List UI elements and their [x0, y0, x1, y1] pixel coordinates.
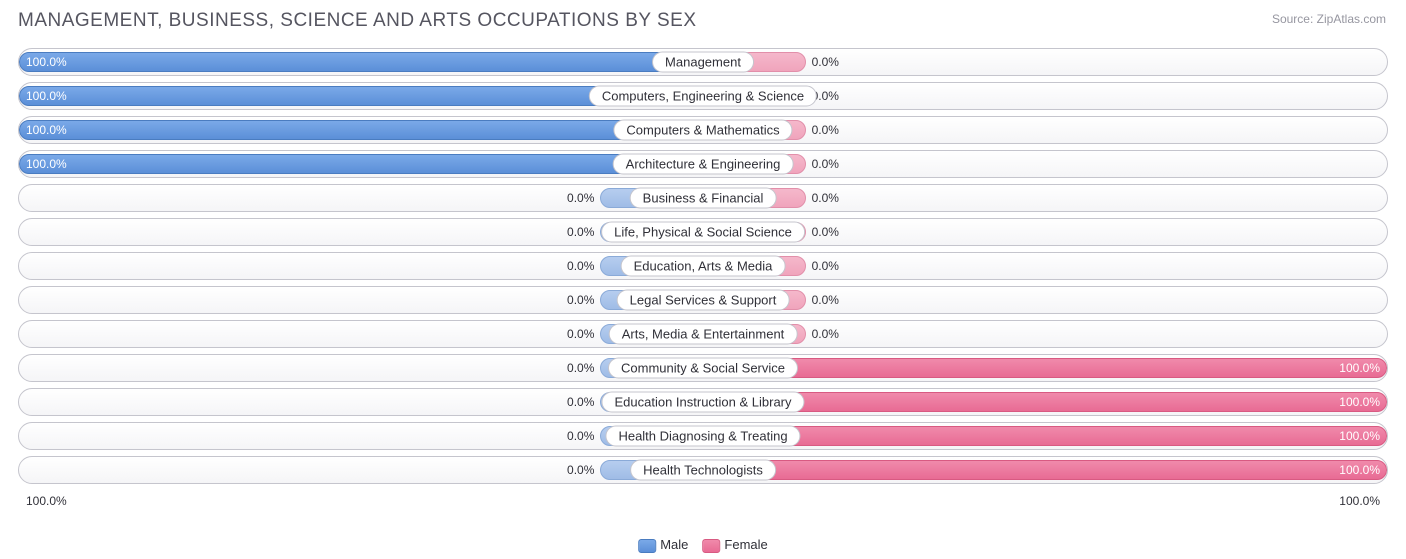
- female-value-label: 0.0%: [812, 123, 839, 137]
- female-value-label: 0.0%: [812, 191, 839, 205]
- category-label: Computers & Mathematics: [613, 120, 792, 141]
- female-value-label: 100.0%: [1339, 429, 1380, 443]
- chart-row: 0.0% 0.0% Arts, Media & Entertainment: [18, 320, 1388, 348]
- x-axis: 100.0% 100.0%: [18, 490, 1388, 508]
- male-swatch-icon: [638, 539, 656, 553]
- category-label: Community & Social Service: [608, 358, 798, 379]
- male-value-label: 0.0%: [567, 463, 594, 477]
- male-bar: 100.0%: [19, 52, 703, 72]
- female-value-label: 100.0%: [1339, 395, 1380, 409]
- male-bar: 100.0%: [19, 120, 703, 140]
- chart-title: MANAGEMENT, BUSINESS, SCIENCE AND ARTS O…: [18, 10, 1388, 32]
- axis-left-label: 100.0%: [26, 494, 67, 508]
- male-value-label: 0.0%: [567, 361, 594, 375]
- chart-row: 0.0% 0.0% Education, Arts & Media: [18, 252, 1388, 280]
- category-label: Computers, Engineering & Science: [589, 86, 817, 107]
- chart-row: 0.0% 0.0% Business & Financial: [18, 184, 1388, 212]
- chart-row: 100.0% 0.0% Management: [18, 48, 1388, 76]
- category-label: Management: [652, 52, 754, 73]
- category-label: Life, Physical & Social Science: [601, 222, 805, 243]
- female-swatch-icon: [702, 539, 720, 553]
- female-bar: 100.0%: [703, 460, 1387, 480]
- category-label: Architecture & Engineering: [613, 154, 794, 175]
- male-bar: 100.0%: [19, 154, 703, 174]
- female-bar: 100.0%: [703, 426, 1387, 446]
- legend-female-label: Female: [724, 537, 767, 552]
- legend-male-label: Male: [660, 537, 688, 552]
- male-value-label: 0.0%: [567, 293, 594, 307]
- male-value-label: 100.0%: [26, 157, 67, 171]
- category-label: Legal Services & Support: [617, 290, 790, 311]
- category-label: Education Instruction & Library: [601, 392, 804, 413]
- category-label: Health Diagnosing & Treating: [605, 426, 800, 447]
- chart-row: 0.0% 0.0% Life, Physical & Social Science: [18, 218, 1388, 246]
- male-value-label: 100.0%: [26, 123, 67, 137]
- male-value-label: 100.0%: [26, 55, 67, 69]
- male-value-label: 0.0%: [567, 259, 594, 273]
- chart-row: 0.0% 100.0% Health Technologists: [18, 456, 1388, 484]
- category-label: Health Technologists: [630, 460, 776, 481]
- category-label: Business & Financial: [630, 188, 777, 209]
- chart-row: 100.0%0.0%Computers, Engineering & Scien…: [18, 82, 1388, 110]
- male-value-label: 0.0%: [567, 191, 594, 205]
- legend: Male Female: [638, 537, 768, 553]
- female-value-label: 0.0%: [812, 293, 839, 307]
- male-value-label: 0.0%: [567, 429, 594, 443]
- male-value-label: 100.0%: [26, 89, 67, 103]
- legend-male: Male: [638, 537, 688, 553]
- female-bar: 100.0%: [703, 392, 1387, 412]
- chart-row: 100.0% 0.0% Computers & Mathematics: [18, 116, 1388, 144]
- chart-row: 0.0% 100.0% Education Instruction & Librar…: [18, 388, 1388, 416]
- female-bar: 100.0%: [703, 358, 1387, 378]
- female-value-label: 0.0%: [812, 157, 839, 171]
- female-value-label: 0.0%: [812, 259, 839, 273]
- chart-row: 0.0% 100.0% Community & Social Service: [18, 354, 1388, 382]
- female-value-label: 100.0%: [1339, 463, 1380, 477]
- female-value-label: 0.0%: [812, 225, 839, 239]
- male-value-label: 0.0%: [567, 395, 594, 409]
- female-value-label: 100.0%: [1339, 361, 1380, 375]
- chart-row: 0.0% 0.0% Legal Services & Support: [18, 286, 1388, 314]
- category-label: Arts, Media & Entertainment: [609, 324, 798, 345]
- chart-row: 100.0% 0.0% Architecture & Engineering: [18, 150, 1388, 178]
- female-value-label: 0.0%: [812, 327, 839, 341]
- legend-female: Female: [702, 537, 767, 553]
- female-value-label: 0.0%: [812, 55, 839, 69]
- male-value-label: 0.0%: [567, 225, 594, 239]
- source-label: Source: ZipAtlas.com: [1272, 12, 1386, 26]
- chart-area: 100.0%0.0%Management100.0%0.0%Computers,…: [18, 48, 1388, 484]
- chart-row: 0.0% 100.0% Health Diagnosing & Treating: [18, 422, 1388, 450]
- category-label: Education, Arts & Media: [621, 256, 786, 277]
- axis-right-label: 100.0%: [1339, 494, 1380, 508]
- male-value-label: 0.0%: [567, 327, 594, 341]
